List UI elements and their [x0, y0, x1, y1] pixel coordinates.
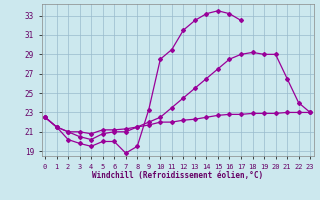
X-axis label: Windchill (Refroidissement éolien,°C): Windchill (Refroidissement éolien,°C) — [92, 171, 263, 180]
